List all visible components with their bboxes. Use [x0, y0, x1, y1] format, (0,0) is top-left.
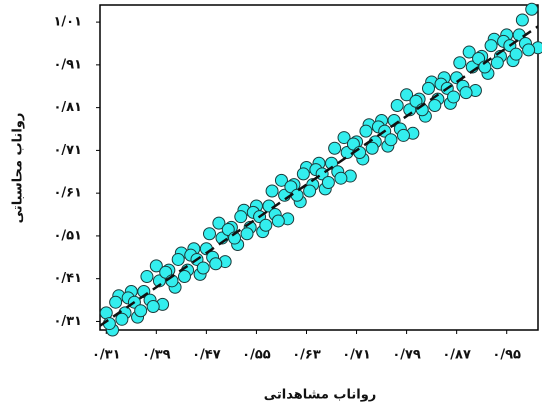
point: [334, 171, 348, 185]
point: [240, 227, 254, 241]
x-tick-label: ۰/۵۵: [242, 348, 271, 363]
y-tick-label: ۰/۵۱: [53, 228, 82, 243]
point: [525, 2, 539, 16]
point: [384, 133, 398, 147]
point: [359, 124, 373, 138]
point: [234, 210, 248, 224]
x-tick-label: ۰/۳۹: [142, 348, 171, 363]
point: [99, 306, 113, 320]
point: [462, 45, 476, 59]
point: [447, 90, 461, 104]
x-tick-label: ۰/۴۷: [192, 348, 221, 363]
point: [109, 295, 123, 309]
point: [228, 231, 242, 245]
y-tick-label: ۰/۳۱: [53, 314, 82, 329]
point: [396, 128, 410, 142]
x-tick-label: ۰/۹۵: [492, 348, 521, 363]
x-tick-label: ۰/۸۷: [442, 348, 471, 363]
point: [337, 131, 351, 145]
point: [146, 299, 160, 313]
x-tick-label: ۰/۶۳: [292, 348, 321, 363]
point: [196, 261, 210, 275]
point: [490, 56, 504, 70]
point: [115, 312, 129, 326]
point: [265, 184, 279, 198]
y-tick-label: ۰/۷۱: [53, 143, 82, 158]
point: [509, 47, 523, 61]
point: [212, 216, 226, 230]
point: [149, 259, 163, 273]
x-axis-title: رواناب مشاهداتی: [264, 388, 377, 403]
x-tick-label: ۰/۷۱: [342, 348, 371, 363]
point: [203, 227, 216, 241]
point: [134, 304, 148, 318]
point: [296, 167, 310, 181]
point: [484, 39, 498, 53]
point: [274, 173, 288, 187]
y-tick-label: ۰/۸۱: [53, 100, 82, 115]
point: [453, 56, 467, 70]
point: [259, 218, 273, 232]
point: [459, 86, 473, 100]
point: [390, 98, 404, 112]
point: [478, 60, 492, 74]
y-tick-label: ۰/۴۱: [53, 271, 82, 286]
x-tick-label: ۰/۳۱: [92, 348, 121, 363]
point: [428, 98, 442, 112]
y-tick-label: ۱/۰۱: [53, 15, 82, 30]
point: [171, 252, 185, 266]
point: [522, 43, 536, 57]
point: [328, 141, 342, 155]
y-tick-label: ۰/۶۱: [53, 186, 82, 201]
point: [400, 88, 414, 102]
y-axis-title: رواناب محاسباتی: [11, 113, 26, 224]
point: [321, 175, 335, 189]
point: [422, 81, 435, 95]
point: [140, 270, 154, 284]
reference-line: [99, 25, 539, 327]
point: [365, 141, 379, 155]
point: [303, 184, 317, 198]
point: [271, 214, 285, 228]
y-tick-label: ۰/۹۱: [53, 57, 82, 72]
point: [177, 270, 191, 284]
point: [209, 257, 223, 271]
x-tick-label: ۰/۷۹: [392, 348, 421, 363]
point: [515, 13, 529, 27]
